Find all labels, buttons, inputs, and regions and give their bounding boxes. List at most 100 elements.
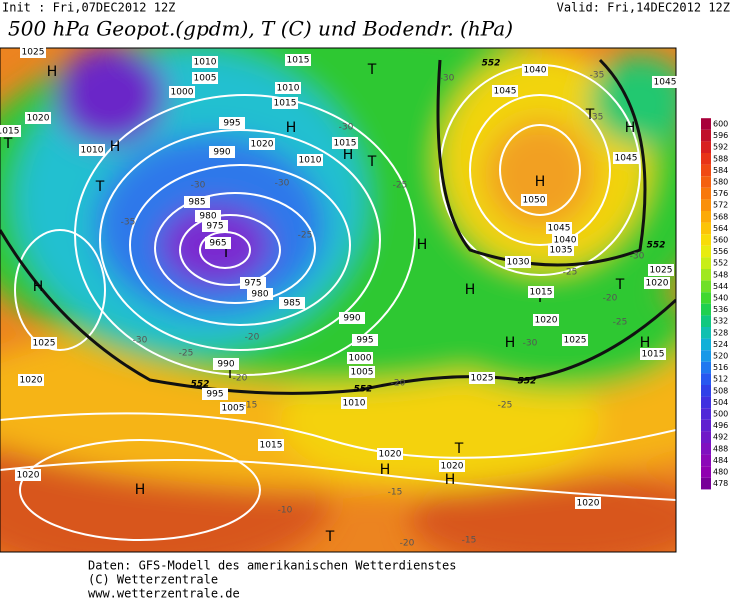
- isobar-label-box: [332, 137, 358, 149]
- colorbar-swatch: [701, 187, 711, 200]
- isobar-label: 1045: [654, 78, 677, 88]
- colorbar-label: 478: [713, 479, 728, 488]
- isobar-label: 1000: [349, 354, 372, 364]
- isobar-label-box: [377, 448, 403, 460]
- isobar-label-box: [339, 312, 365, 324]
- isobar-label-box: [640, 348, 666, 360]
- isobar-label-box: [528, 286, 554, 298]
- colorbar-swatch: [701, 466, 711, 478]
- isobar-label: 990: [343, 314, 360, 324]
- isobar-label-box: [349, 366, 375, 378]
- isobar-label-box: [648, 264, 674, 276]
- colorbar-swatch: [701, 361, 711, 374]
- isobar-label-box: [249, 138, 275, 150]
- isobar-label-box: [439, 460, 465, 472]
- colorbar-label: 524: [713, 340, 728, 349]
- pressure-center: H: [465, 282, 476, 298]
- isobar-label: 1015: [260, 441, 283, 451]
- colorbar-swatch: [701, 153, 711, 165]
- colorbar-label: 564: [713, 224, 728, 233]
- colorbar-swatch: [701, 245, 711, 258]
- colorbar-swatch: [701, 129, 711, 142]
- isobar-label-box: [0, 125, 21, 137]
- colorbar-swatch: [701, 164, 711, 177]
- isobar-label: 1015: [274, 99, 297, 109]
- colorbar-swatch: [701, 141, 711, 153]
- isobar-label-box: [220, 402, 246, 414]
- pressure-center: T: [367, 154, 377, 170]
- isobar-label: 1025: [564, 336, 587, 346]
- temperature-label: -35: [121, 218, 136, 228]
- pressure-center: H: [417, 237, 428, 253]
- isobar-label-box: [352, 334, 378, 346]
- isobar-label-box: [546, 222, 572, 234]
- isobar-label: 1015: [334, 139, 357, 149]
- isobar-label-box: [15, 469, 41, 481]
- isobar-label: 1020: [251, 140, 274, 150]
- footer-line: (C) Wetterzentrale: [88, 573, 218, 587]
- isobar-label: 1015: [642, 350, 665, 360]
- pressure-center: T: [615, 277, 625, 293]
- pressure-center: T: [225, 366, 235, 382]
- pressure-center: T: [95, 179, 105, 195]
- map-frame: [0, 47, 677, 553]
- isobar-label: 980: [251, 290, 268, 300]
- valid-time: Valid: Fri,14DEC2012 12Z: [557, 1, 730, 15]
- isobar-label-box: [202, 220, 228, 232]
- isobar-label-box: [213, 358, 239, 370]
- isobar-label-box: [533, 314, 559, 326]
- isobars: [0, 64, 676, 541]
- isobar-label-box: [521, 194, 547, 206]
- isobar-label: 1020: [646, 279, 669, 289]
- geopotential-label: 552: [191, 380, 210, 390]
- isobar-label: 1045: [615, 154, 638, 164]
- temperature-label: -20: [245, 333, 260, 343]
- temperature-label: -20: [233, 374, 248, 384]
- colorbar-label: 536: [713, 305, 728, 314]
- isobar-label: 1005: [351, 368, 374, 378]
- isobar-label-box: [192, 72, 218, 84]
- isobar-label: 1015: [287, 56, 310, 66]
- temperature-label: -25: [498, 401, 513, 411]
- isobar-label-box: [492, 85, 518, 97]
- isobar-label-box: [279, 297, 305, 309]
- colorbar-label: 480: [713, 468, 728, 477]
- pressure-center: H: [47, 64, 58, 80]
- geopotential-label: 552: [482, 59, 501, 69]
- colorbar-label: 504: [713, 398, 728, 407]
- colorbar-label: 500: [713, 410, 728, 419]
- colorbar-swatch: [701, 396, 711, 409]
- isobar-label-box: [275, 82, 301, 94]
- isobar-label-box: [644, 277, 670, 289]
- isobar-label: 1015: [530, 288, 553, 298]
- colorbar-swatch: [701, 443, 711, 455]
- pressure-center: H: [640, 335, 651, 351]
- colorbar-label: 560: [713, 236, 728, 245]
- isobar-label-box: [169, 86, 195, 98]
- colorbar: 600 596 592 588 584 580 576 572 568 564 560 556 552 5…: [701, 118, 728, 490]
- isobar-label: 1005: [222, 404, 245, 414]
- isobar-label: 985: [283, 299, 300, 309]
- pressure-center: H: [380, 462, 391, 478]
- colorbar-swatch: [701, 373, 711, 385]
- colorbar-label: 528: [713, 328, 728, 337]
- colorbar-label: 596: [713, 131, 728, 140]
- isobar-label-box: [184, 196, 210, 208]
- colorbar-swatch: [701, 303, 711, 316]
- isobar-label: 990: [213, 148, 230, 158]
- isobar-label-box: [18, 374, 44, 386]
- geopotential-label: 552: [354, 385, 373, 395]
- temperature-label: -15: [462, 536, 477, 546]
- temperature-label: -15: [388, 488, 403, 498]
- isobar-label-box: [652, 76, 678, 88]
- pressure-center: H: [135, 482, 146, 498]
- temperature-label: -20: [391, 379, 406, 389]
- colorbar-swatch: [701, 118, 711, 130]
- pressure-center: H: [535, 174, 546, 190]
- temperature-label: -20: [603, 294, 618, 304]
- temperature-label: -35: [590, 71, 605, 81]
- isobar-label: 1020: [20, 376, 43, 386]
- colorbar-label: 516: [713, 363, 728, 372]
- isobar-label-box: [297, 154, 323, 166]
